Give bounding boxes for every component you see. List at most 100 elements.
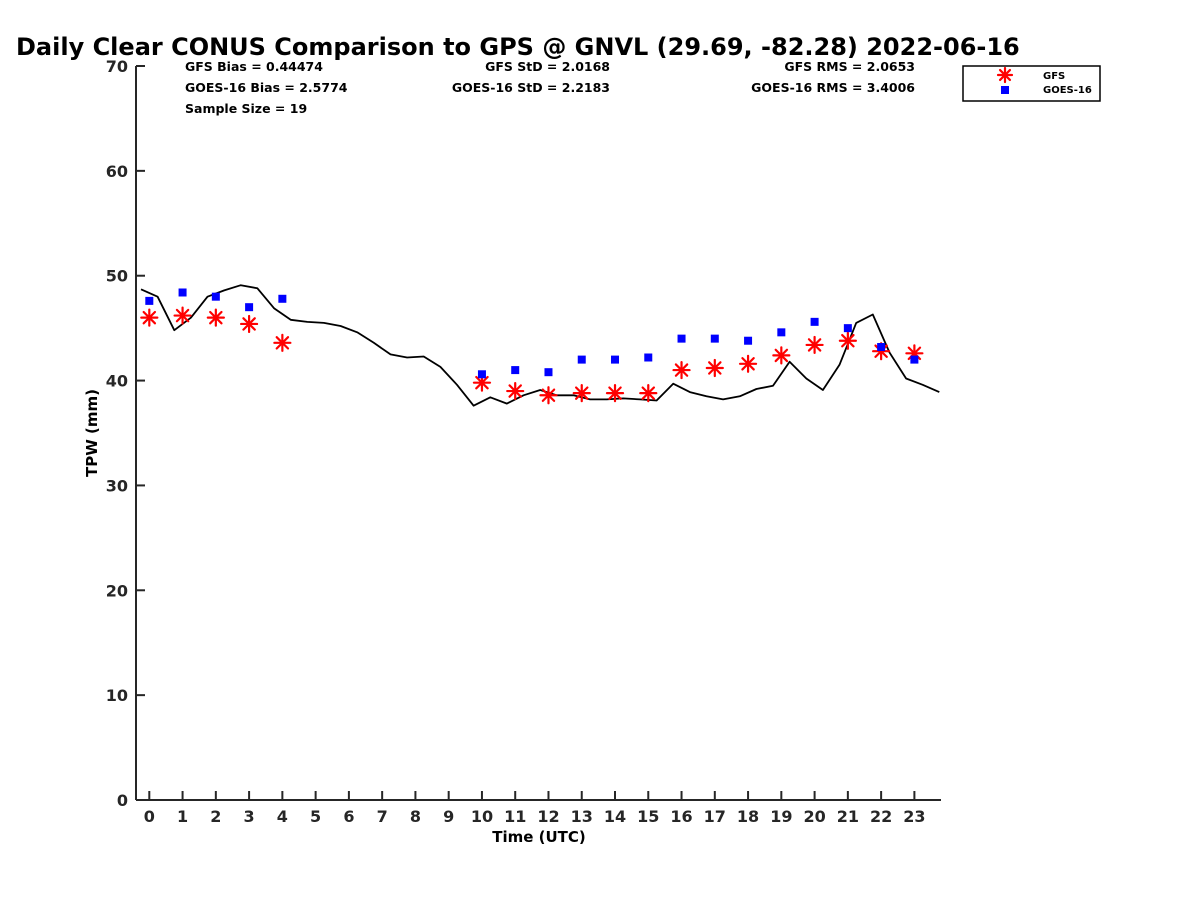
goes-point (145, 296, 154, 305)
asterisk-stroke (541, 388, 556, 403)
legend-gfs-label: GFS (1043, 71, 1065, 82)
legend-goes-label: GOES-16 (1043, 85, 1092, 96)
x-tick-label: 23 (903, 807, 925, 826)
x-tick-label: 0 (144, 807, 155, 826)
goes-point (477, 370, 486, 379)
goes-point (178, 288, 187, 297)
gfs-point (140, 308, 159, 327)
goes-point (777, 328, 786, 337)
y-tick-label: 50 (106, 267, 128, 286)
x-tick-label: 15 (637, 807, 659, 826)
asterisk-stroke (275, 336, 290, 350)
x-tick-label: 4 (277, 807, 288, 826)
x-tick-label: 10 (471, 807, 493, 826)
gfs-point (605, 384, 625, 403)
asterisk-stroke (574, 386, 589, 400)
gfs-point (273, 333, 292, 352)
asterisk-stroke (641, 386, 656, 400)
gfs-point (206, 308, 225, 327)
legend-box (962, 65, 1101, 102)
goes-point (744, 336, 753, 345)
x-tick-label: 12 (537, 807, 559, 826)
goes-std-stat: GOES-16 StD = 2.2183 (452, 80, 610, 95)
asterisk-stroke (142, 310, 157, 325)
x-tick-label: 14 (604, 807, 626, 826)
x-tick-label: 11 (504, 807, 526, 826)
sample-size-stat: Sample Size = 19 (185, 101, 307, 116)
asterisk-stroke (774, 348, 789, 363)
goes-point (544, 368, 553, 377)
goes-rms-stat: GOES-16 RMS = 3.4006 (751, 80, 915, 95)
x-tick-label: 2 (210, 807, 221, 826)
gfs-point (738, 354, 758, 373)
asterisk-stroke (998, 68, 1012, 82)
goes-point (644, 353, 653, 362)
x-tick-label: 18 (737, 807, 759, 826)
gfs-point (639, 384, 658, 403)
gfs-point (539, 386, 558, 405)
x-tick-label: 19 (770, 807, 792, 826)
x-tick-label: 13 (571, 807, 593, 826)
legend-goes-marker (1001, 86, 1009, 94)
chart-title: Daily Clear CONUS Comparison to GPS @ GN… (16, 33, 1020, 61)
asterisk-stroke (674, 363, 689, 377)
asterisk-stroke (508, 384, 522, 398)
goes-point (245, 303, 254, 312)
goes-point (910, 355, 919, 364)
asterisk-stroke (807, 338, 822, 352)
x-tick-label: 16 (670, 807, 692, 826)
gfs-point (173, 306, 192, 325)
goes-bias-stat: GOES-16 Bias = 2.5774 (185, 80, 348, 95)
x-tick-label: 17 (704, 807, 726, 826)
x-tick-label: 9 (443, 807, 454, 826)
y-tick-label: 60 (106, 162, 128, 181)
asterisk-stroke (608, 386, 622, 400)
asterisk-stroke (708, 361, 722, 375)
x-tick-label: 8 (410, 807, 421, 826)
goes-point (211, 292, 220, 301)
x-tick-label: 7 (377, 807, 388, 826)
x-axis-label: Time (UTC) (492, 828, 586, 846)
gfs-point (672, 360, 691, 380)
goes-point (810, 317, 819, 326)
x-tick-label: 3 (244, 807, 255, 826)
x-tick-label: 5 (310, 807, 321, 826)
goes-point (577, 355, 586, 364)
gfs-point (239, 314, 259, 334)
goes-point (677, 334, 686, 343)
goes-point (843, 324, 852, 333)
x-tick-label: 22 (870, 807, 892, 826)
y-tick-label: 0 (117, 791, 128, 810)
gfs-rms-stat: GFS RMS = 2.0653 (784, 59, 915, 74)
legend: GFS GOES-16 (962, 65, 1101, 102)
x-tick-label: 20 (803, 807, 825, 826)
asterisk-stroke (175, 308, 190, 323)
y-tick-label: 30 (106, 476, 128, 495)
goes-point (511, 366, 520, 375)
gfs-std-stat: GFS StD = 2.0168 (485, 59, 610, 74)
y-tick-label: 40 (106, 372, 128, 391)
gps-line (140, 284, 940, 407)
asterisk-stroke (242, 317, 256, 331)
y-tick-label: 10 (106, 686, 128, 705)
gfs-point (506, 381, 525, 401)
y-tick-label: 70 (106, 57, 128, 76)
goes-point (611, 355, 620, 364)
y-axis-label: TPW (mm) (83, 389, 101, 477)
legend-gfs-asterisk (996, 66, 1014, 84)
gfs-point (772, 346, 791, 365)
gfs-point (838, 331, 857, 350)
x-tick-label: 1 (177, 807, 188, 826)
asterisk-stroke (475, 375, 489, 390)
x-tick-label: 6 (343, 807, 354, 826)
gfs-point (705, 358, 724, 378)
x-tick-label: 21 (837, 807, 859, 826)
asterisk-stroke (741, 357, 755, 371)
asterisk-stroke (841, 333, 855, 348)
y-tick-label: 20 (106, 581, 128, 600)
asterisk-stroke (209, 310, 223, 325)
gfs-point (572, 384, 591, 403)
gfs-bias-stat: GFS Bias = 0.44474 (185, 59, 323, 74)
